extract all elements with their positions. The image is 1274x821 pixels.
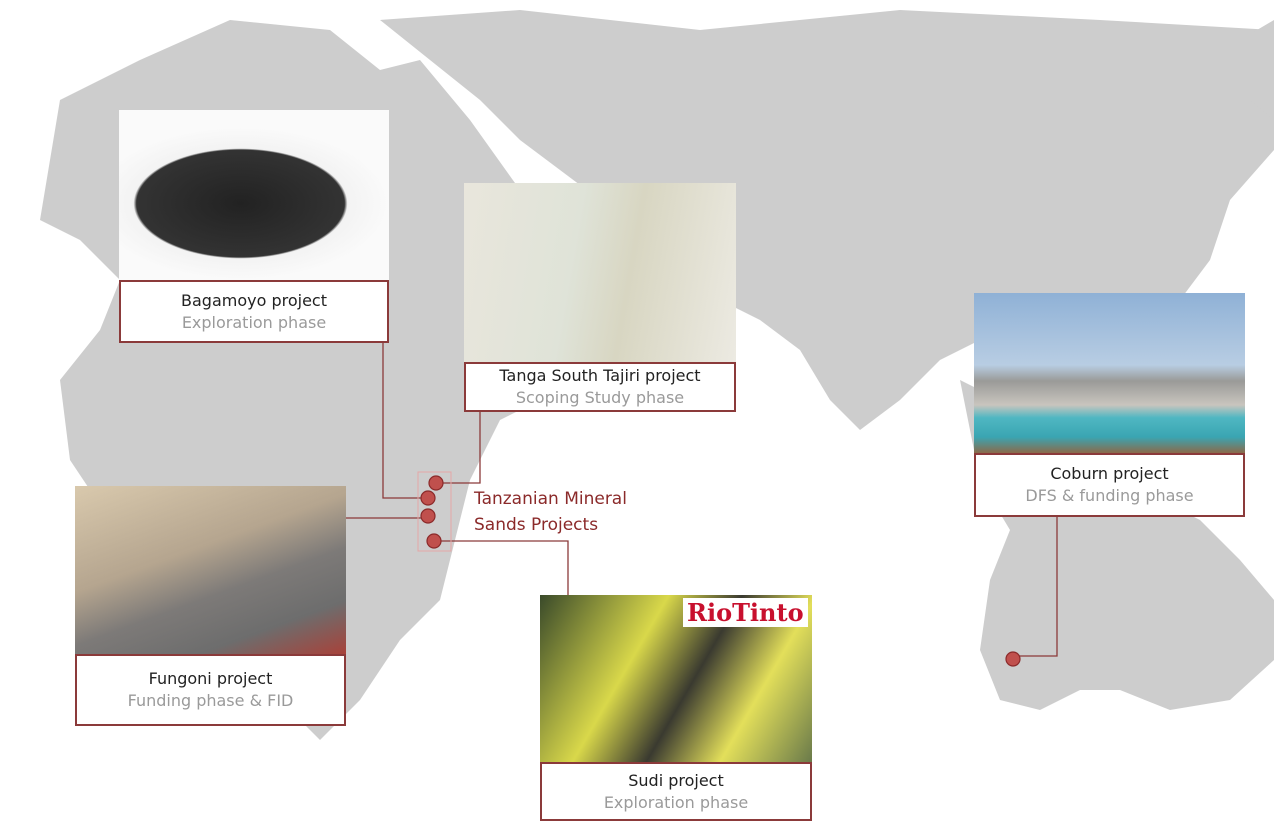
location-dot [428,475,444,491]
location-dot [426,533,442,549]
project-phase: Exploration phase [181,312,327,332]
project-phase: Scoping Study phase [515,388,685,407]
project-label-box: Tanga South Tajiri project Scoping Study … [464,362,736,412]
project-phase: Funding phase & FID [127,691,294,710]
cluster-outline [417,471,452,552]
connector-line [382,343,428,499]
project-name: Sudi project [628,770,724,790]
project-label-box: Sudi project Exploration phase [540,762,812,821]
project-photo [119,110,389,280]
location-dot [1005,651,1021,667]
project-label-box: Coburn project DFS & funding phase [974,453,1245,517]
project-name: Bagamoyo project [181,290,327,310]
connector-line [1013,517,1058,657]
project-phase: DFS & funding phase [1025,486,1194,505]
project-photo [464,183,736,362]
project-name: Fungoni project [148,669,273,688]
project-label-box: Bagamoyo project Exploration phase [119,280,389,343]
project-photo [974,293,1245,453]
project-label-box: Fungoni project Funding phase & FID [75,654,346,726]
project-photo [75,486,346,654]
company-logo: RioTinto [683,598,808,627]
project-phase: Exploration phase [603,792,749,812]
project-name: Tanga South Tajiri project [499,366,701,385]
center-label: Tanzanian Mineral Sands Projects [474,489,627,535]
project-name: Coburn project [1050,464,1169,483]
location-dot [420,508,436,524]
connector-line [434,540,569,595]
location-dot [420,490,436,506]
